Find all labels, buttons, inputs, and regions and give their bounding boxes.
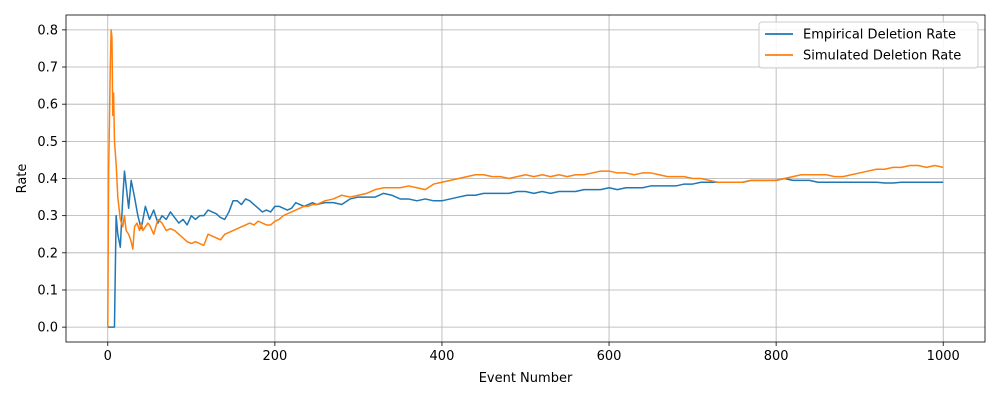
x-tick-label: 1000 bbox=[927, 349, 960, 364]
series-line-1 bbox=[107, 29, 944, 328]
series-line-0 bbox=[107, 170, 944, 328]
y-tick-label: 0.4 bbox=[37, 172, 58, 187]
x-tick-label: 400 bbox=[430, 349, 455, 364]
x-tick-label: 800 bbox=[764, 349, 789, 364]
y-tick-label: 0.5 bbox=[37, 135, 58, 150]
y-tick-label: 0.3 bbox=[37, 209, 58, 224]
y-tick-label: 0.8 bbox=[37, 23, 58, 38]
y-tick-label: 0.6 bbox=[37, 98, 58, 113]
y-tick-label: 0.0 bbox=[37, 321, 58, 336]
x-tick-label: 0 bbox=[104, 349, 112, 364]
legend: Empirical Deletion Rate Simulated Deletio… bbox=[758, 21, 979, 69]
legend-label-1: Simulated Deletion Rate bbox=[803, 49, 961, 64]
legend-box bbox=[758, 21, 979, 69]
plot-area: 0 200 400 600 800 1000 0.0 0.1 0.2 0.3 0.4 0.5 0.6 0.… bbox=[37, 14, 986, 364]
y-tick-label: 0.1 bbox=[37, 283, 58, 298]
y-axis-label: Rate bbox=[15, 164, 30, 194]
y-tick-label: 0.7 bbox=[37, 61, 58, 76]
x-tick-label: 600 bbox=[597, 349, 622, 364]
y-tick-label: 0.2 bbox=[37, 246, 58, 261]
x-tick-label: 200 bbox=[262, 349, 287, 364]
x-axis-label: Event Number bbox=[479, 371, 573, 386]
legend-label-0: Empirical Deletion Rate bbox=[803, 28, 956, 43]
